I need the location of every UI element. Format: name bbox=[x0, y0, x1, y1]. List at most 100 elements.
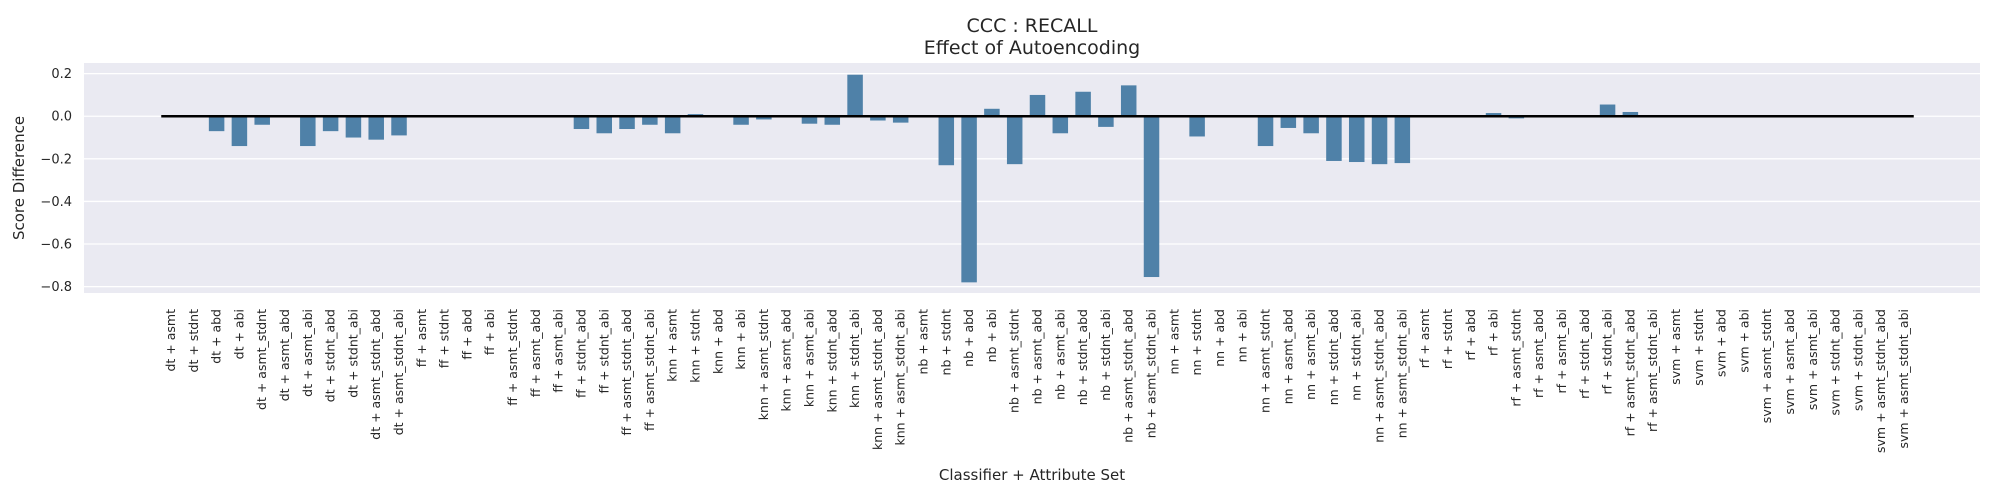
bar bbox=[1485, 113, 1502, 117]
x-tick-label: rf + abi bbox=[1486, 309, 1501, 356]
x-tick-label: knn + asmt_stdnt_abi bbox=[893, 309, 908, 446]
y-tick-label: −0.4 bbox=[40, 195, 72, 210]
x-tick-label: rf + asmt_stdnt_abi bbox=[1645, 309, 1660, 432]
x-tick-label: nb + asmt bbox=[915, 309, 930, 375]
x-tick-label: ff + abi bbox=[482, 309, 497, 355]
chart-title: CCC : RECALL bbox=[967, 15, 1098, 37]
x-tick-label: rf + asmt_stdnt_abd bbox=[1622, 309, 1637, 436]
x-tick-label: dt + asmt_stdnt_abi bbox=[391, 309, 406, 435]
x-tick-label: nb + stdnt_abd bbox=[1075, 309, 1090, 405]
bar bbox=[892, 116, 909, 123]
x-tick-label: rf + asmt_abd bbox=[1531, 309, 1546, 398]
x-tick-label: rf + stdnt bbox=[1440, 309, 1455, 369]
x-tick-label: nn + stdnt_abd bbox=[1326, 309, 1341, 405]
bar bbox=[824, 116, 841, 125]
bar bbox=[847, 74, 863, 117]
x-tick-label: knn + stdnt bbox=[687, 309, 702, 383]
x-tick-label: ff + stdnt bbox=[437, 309, 452, 368]
y-axis-label: Score Difference bbox=[10, 116, 28, 240]
bar bbox=[1120, 85, 1137, 117]
x-tick-label: nn + abi bbox=[1235, 309, 1250, 362]
x-tick-label: knn + stdnt_abi bbox=[847, 309, 862, 408]
x-tick-label: svm + stdnt_abd bbox=[1828, 309, 1843, 415]
y-tick-label: −0.8 bbox=[40, 280, 72, 295]
x-tick-label: dt + stdnt bbox=[186, 309, 201, 373]
x-tick-label: ff + asmt_abi bbox=[551, 309, 566, 393]
bars bbox=[208, 74, 1639, 283]
x-tick-label: rf + asmt bbox=[1417, 309, 1432, 368]
y-tick-label: 0.0 bbox=[51, 110, 72, 125]
x-tick-label: dt + abi bbox=[231, 309, 246, 359]
x-tick-label: nb + abi bbox=[984, 309, 999, 362]
x-tick-label: dt + abd bbox=[209, 309, 224, 364]
bar bbox=[1622, 111, 1639, 117]
x-tick-label: svm + stdnt bbox=[1691, 309, 1706, 386]
y-tick-label: −0.2 bbox=[40, 152, 72, 167]
x-tick-label: rf + abd bbox=[1463, 309, 1478, 361]
bar bbox=[208, 116, 225, 132]
x-tick-label: nb + asmt_stdnt_abi bbox=[1144, 309, 1159, 438]
x-tick-label: nb + asmt_abi bbox=[1052, 309, 1067, 400]
x-tick-label: svm + abd bbox=[1714, 309, 1729, 377]
x-tick-label: rf + stdnt_abd bbox=[1577, 309, 1592, 399]
x-tick-label: nn + asmt_abi bbox=[1303, 309, 1318, 400]
bar bbox=[1326, 116, 1342, 161]
bar bbox=[801, 116, 818, 124]
x-tick-label: nn + stdnt bbox=[1189, 309, 1204, 376]
bar bbox=[756, 116, 772, 120]
bar bbox=[231, 116, 248, 147]
x-tick-label: nb + asmt_stdnt_abd bbox=[1121, 309, 1136, 443]
bar bbox=[938, 116, 955, 166]
bar bbox=[596, 116, 613, 134]
bar bbox=[345, 116, 362, 138]
x-tick-label: dt + asmt_abd bbox=[277, 309, 292, 401]
bar bbox=[1075, 91, 1091, 117]
chart-subtitle: Effect of Autoencoding bbox=[924, 37, 1140, 59]
x-tick-label: ff + asmt_stdnt bbox=[505, 309, 520, 406]
x-tick-label: knn + asmt bbox=[665, 309, 680, 382]
x-tick-label: nb + stdnt_abi bbox=[1098, 309, 1113, 401]
bar bbox=[984, 108, 1000, 117]
x-tick-label: dt + asmt_stdnt bbox=[254, 309, 269, 410]
y-tick-label: −0.6 bbox=[40, 238, 72, 253]
bar bbox=[322, 116, 339, 132]
x-tick-label: nb + asmt_abd bbox=[1030, 309, 1045, 404]
bar bbox=[664, 116, 681, 134]
bar bbox=[1257, 116, 1274, 147]
bar bbox=[642, 116, 658, 125]
bar bbox=[368, 116, 384, 140]
x-tick-label: knn + asmt_abd bbox=[779, 309, 794, 412]
x-tick-label: dt + asmt_stdnt_abd bbox=[368, 309, 383, 440]
x-tick-label: svm + asmt_stdnt_abi bbox=[1896, 309, 1911, 449]
bar bbox=[870, 116, 886, 121]
x-tick-label: ff + stdnt_abi bbox=[596, 309, 611, 394]
x-tick-label: nn + asmt_abd bbox=[1280, 309, 1295, 404]
bar bbox=[254, 116, 270, 125]
x-axis-ticks: dt + asmt dt + stdnt dt + abd dt + abi dt + … bbox=[163, 309, 1911, 453]
x-tick-label: svm + asmt_stdnt_abd bbox=[1873, 309, 1888, 453]
bar bbox=[733, 116, 749, 125]
x-tick-label: nb + stdnt bbox=[938, 309, 953, 376]
x-tick-label: dt + stdnt_abd bbox=[323, 309, 338, 402]
bar bbox=[1098, 116, 1114, 127]
x-tick-label: nn + abd bbox=[1212, 309, 1227, 367]
bar bbox=[1371, 116, 1388, 165]
x-tick-label: nb + abd bbox=[961, 309, 976, 367]
x-tick-label: svm + stdnt_abi bbox=[1850, 309, 1865, 411]
x-tick-label: knn + asmt_stdnt_abd bbox=[870, 309, 885, 450]
x-tick-label: rf + asmt_stdnt bbox=[1508, 309, 1523, 407]
bar bbox=[391, 116, 407, 136]
bar bbox=[1143, 116, 1160, 278]
x-tick-label: rf + asmt_abi bbox=[1554, 309, 1569, 394]
bar bbox=[1006, 116, 1023, 165]
x-tick-label: nn + asmt bbox=[1166, 309, 1181, 375]
x-tick-label: dt + asmt bbox=[163, 309, 178, 372]
x-tick-label: ff + asmt_abd bbox=[528, 309, 543, 397]
x-tick-label: ff + asmt bbox=[414, 309, 429, 367]
bar bbox=[1029, 94, 1046, 117]
x-tick-label: ff + asmt_stdnt_abd bbox=[619, 309, 634, 435]
x-tick-label: nn + asmt_stdnt_abi bbox=[1394, 309, 1409, 438]
x-tick-label: knn + asmt_stdnt bbox=[756, 309, 771, 420]
x-tick-label: svm + asmt bbox=[1668, 309, 1683, 385]
x-tick-label: ff + stdnt_abd bbox=[573, 309, 588, 398]
